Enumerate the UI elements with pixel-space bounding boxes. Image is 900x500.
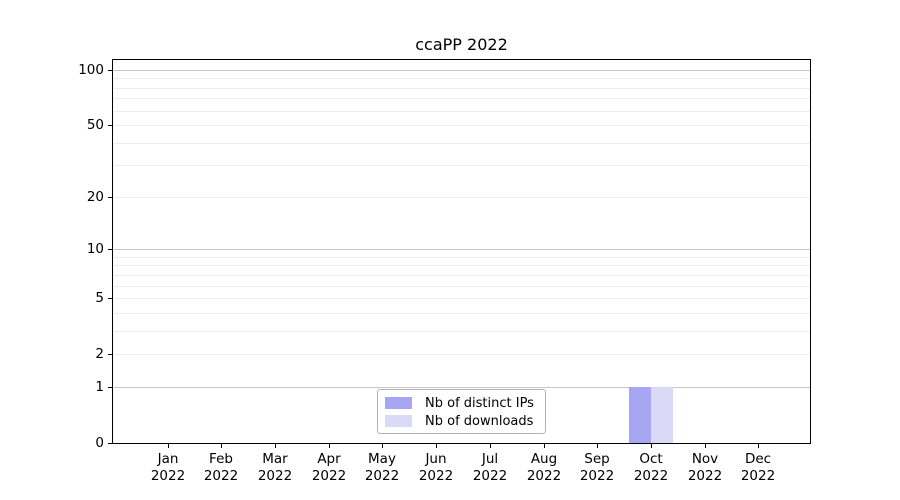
minor-gridline [113, 313, 810, 314]
y-axis-tick-label: 2 [95, 346, 104, 362]
x-axis-tick-label: Nov 2022 [675, 451, 735, 484]
x-axis-tick-label: May 2022 [352, 451, 412, 484]
x-tick-month: Jul [481, 451, 499, 467]
x-axis-tick-label: Jun 2022 [406, 451, 466, 484]
x-tick-year: 2022 [203, 467, 239, 484]
x-tick-year: 2022 [633, 467, 669, 484]
bar-distinct-ips [629, 387, 651, 443]
minor-gridline [113, 286, 810, 287]
x-tick-month: Dec [744, 451, 772, 467]
minor-gridline [113, 143, 810, 144]
x-tick-year: 2022 [526, 467, 562, 484]
x-tick-mark [490, 444, 491, 448]
minor-gridline [113, 98, 810, 99]
x-tick-mark [705, 444, 706, 448]
x-tick-year: 2022 [472, 467, 508, 484]
x-tick-year: 2022 [579, 467, 615, 484]
x-axis-tick-label: Feb 2022 [191, 451, 251, 484]
y-tick-mark [108, 443, 112, 444]
x-tick-month: Aug [530, 451, 558, 467]
x-tick-year: 2022 [364, 467, 400, 484]
y-tick-mark [108, 249, 112, 250]
legend: Nb of distinct IPs Nb of downloads [377, 389, 546, 434]
legend-label-distinct-ips: Nb of distinct IPs [425, 395, 534, 411]
x-tick-year: 2022 [257, 467, 293, 484]
legend-item-downloads: Nb of downloads [385, 412, 538, 430]
minor-gridline [113, 265, 810, 266]
y-axis-tick-label: 50 [86, 117, 104, 133]
legend-swatch-downloads [385, 415, 412, 427]
major-gridline [113, 387, 810, 388]
minor-gridline [113, 331, 810, 332]
x-tick-month: Sep [584, 451, 610, 467]
legend-swatch-distinct-ips [385, 397, 412, 409]
x-axis-tick-label: Jan 2022 [138, 451, 198, 484]
x-tick-month: Jun [425, 451, 447, 467]
x-axis-tick-label: Dec 2022 [728, 451, 788, 484]
x-tick-mark [382, 444, 383, 448]
legend-item-distinct-ips: Nb of distinct IPs [385, 394, 538, 412]
x-tick-month: Jan [157, 451, 179, 467]
x-tick-mark [758, 444, 759, 448]
x-tick-year: 2022 [740, 467, 776, 484]
major-gridline [113, 249, 810, 250]
x-tick-year: 2022 [150, 467, 186, 484]
x-tick-month: Oct [639, 451, 663, 467]
plot-area [112, 59, 811, 444]
x-tick-mark [436, 444, 437, 448]
minor-gridline [113, 165, 810, 166]
x-tick-month: Feb [209, 451, 233, 467]
chart-title: ccaPP 2022 [415, 35, 508, 54]
y-axis-tick-label: 1 [95, 379, 104, 395]
x-tick-month: May [368, 451, 396, 467]
minor-gridline [113, 257, 810, 258]
x-tick-year: 2022 [311, 467, 347, 484]
y-tick-mark [108, 197, 112, 198]
x-tick-year: 2022 [418, 467, 454, 484]
minor-gridline [113, 298, 810, 299]
minor-gridline [113, 275, 810, 276]
x-tick-mark [275, 444, 276, 448]
y-tick-mark [108, 298, 112, 299]
y-tick-mark [108, 70, 112, 71]
minor-gridline [113, 111, 810, 112]
y-axis-tick-label: 5 [95, 290, 104, 306]
minor-gridline [113, 354, 810, 355]
minor-gridline [113, 197, 810, 198]
x-axis-tick-label: Aug 2022 [514, 451, 574, 484]
x-tick-mark [168, 444, 169, 448]
x-axis-tick-label: Sep 2022 [567, 451, 627, 484]
x-axis-tick-label: Mar 2022 [245, 451, 305, 484]
x-axis-tick-label: Oct 2022 [621, 451, 681, 484]
x-tick-month: Nov [691, 451, 719, 467]
y-axis-tick-label: 0 [95, 435, 104, 451]
minor-gridline [113, 78, 810, 79]
x-tick-mark [221, 444, 222, 448]
major-gridline [113, 70, 810, 71]
x-tick-year: 2022 [687, 467, 723, 484]
x-tick-month: Mar [262, 451, 288, 467]
y-tick-mark [108, 125, 112, 126]
bar-downloads [651, 387, 673, 443]
y-tick-mark [108, 387, 112, 388]
x-tick-mark [651, 444, 652, 448]
y-axis-tick-label: 100 [78, 62, 104, 78]
legend-label-downloads: Nb of downloads [425, 413, 534, 429]
y-axis-tick-label: 10 [86, 241, 104, 257]
minor-gridline [113, 125, 810, 126]
y-axis-tick-label: 20 [86, 189, 104, 205]
minor-gridline [113, 88, 810, 89]
x-axis-tick-label: Apr 2022 [299, 451, 359, 484]
x-tick-mark [544, 444, 545, 448]
x-tick-mark [597, 444, 598, 448]
x-tick-mark [329, 444, 330, 448]
y-tick-mark [108, 354, 112, 355]
x-axis-tick-label: Jul 2022 [460, 451, 520, 484]
x-tick-month: Apr [317, 451, 341, 467]
